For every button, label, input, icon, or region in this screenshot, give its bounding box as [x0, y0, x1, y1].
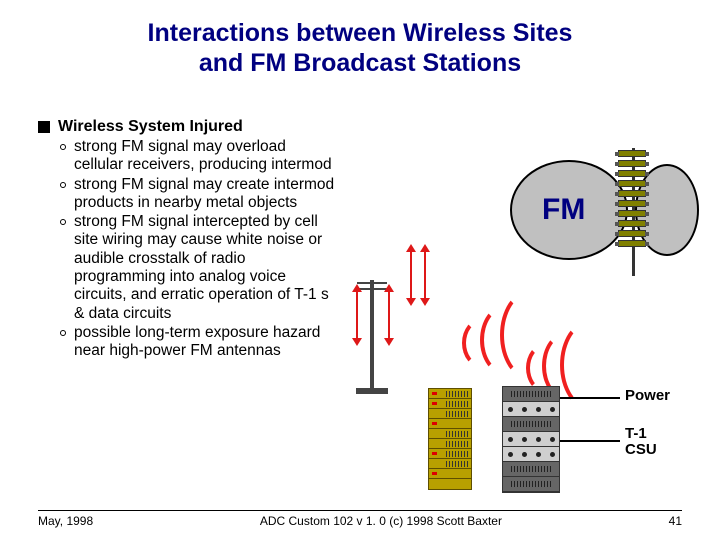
bullet-content: Wireless System Injured strong FM signal… — [38, 118, 338, 361]
rf-arrow-icon — [388, 290, 390, 340]
rf-arrow-icon — [410, 250, 412, 300]
rf-wave-icon — [462, 318, 502, 368]
t1-cable — [560, 440, 620, 442]
footer-credit: ADC Custom 102 v 1. 0 (c) 1998 Scott Bax… — [260, 514, 502, 528]
rf-arrow-icon — [356, 290, 358, 340]
t1-csu-label: T-1 CSU — [625, 426, 657, 458]
dot-bullet-icon — [60, 219, 66, 225]
fm-label: FM — [542, 193, 585, 227]
bullet-item: possible long-term exposure hazard near … — [60, 324, 338, 361]
footer-page: 41 — [669, 514, 682, 528]
footer-date: May, 1998 — [38, 514, 93, 528]
t1-line1: T-1 — [625, 425, 647, 442]
power-label: Power — [625, 388, 670, 404]
rf-wave-icon — [526, 344, 562, 392]
bullet-item: strong FM signal intercepted by cell sit… — [60, 213, 338, 323]
bullet-text: strong FM signal may create intermod pro… — [74, 176, 338, 213]
dot-bullet-icon — [60, 330, 66, 336]
bullet-text: strong FM signal intercepted by cell sit… — [74, 213, 338, 323]
bullet-text: strong FM signal may overload cellular r… — [74, 138, 338, 175]
section-heading: Wireless System Injured — [38, 118, 338, 136]
csu-stack-icon — [502, 386, 560, 493]
dot-bullet-icon — [60, 144, 66, 150]
slide-footer: May, 1998 ADC Custom 102 v 1. 0 (c) 1998… — [38, 510, 682, 528]
title-line-2: and FM Broadcast Stations — [0, 48, 720, 78]
t1-line2: CSU — [625, 441, 657, 458]
diagram-area: FM Power T-1 CSU — [350, 130, 700, 500]
slide-title: Interactions between Wireless Sites and … — [0, 0, 720, 78]
title-line-1: Interactions between Wireless Sites — [0, 18, 720, 48]
heading-text: Wireless System Injured — [58, 118, 243, 136]
square-bullet-icon — [38, 121, 50, 133]
bullet-text: possible long-term exposure hazard near … — [74, 324, 338, 361]
fm-dipole-stack — [618, 150, 646, 250]
dot-bullet-icon — [60, 182, 66, 188]
bullet-item: strong FM signal may overload cellular r… — [60, 138, 338, 175]
power-cable — [560, 397, 620, 399]
rf-arrow-icon — [424, 250, 426, 300]
equipment-rack-icon — [428, 388, 472, 490]
bullet-item: strong FM signal may create intermod pro… — [60, 176, 338, 213]
